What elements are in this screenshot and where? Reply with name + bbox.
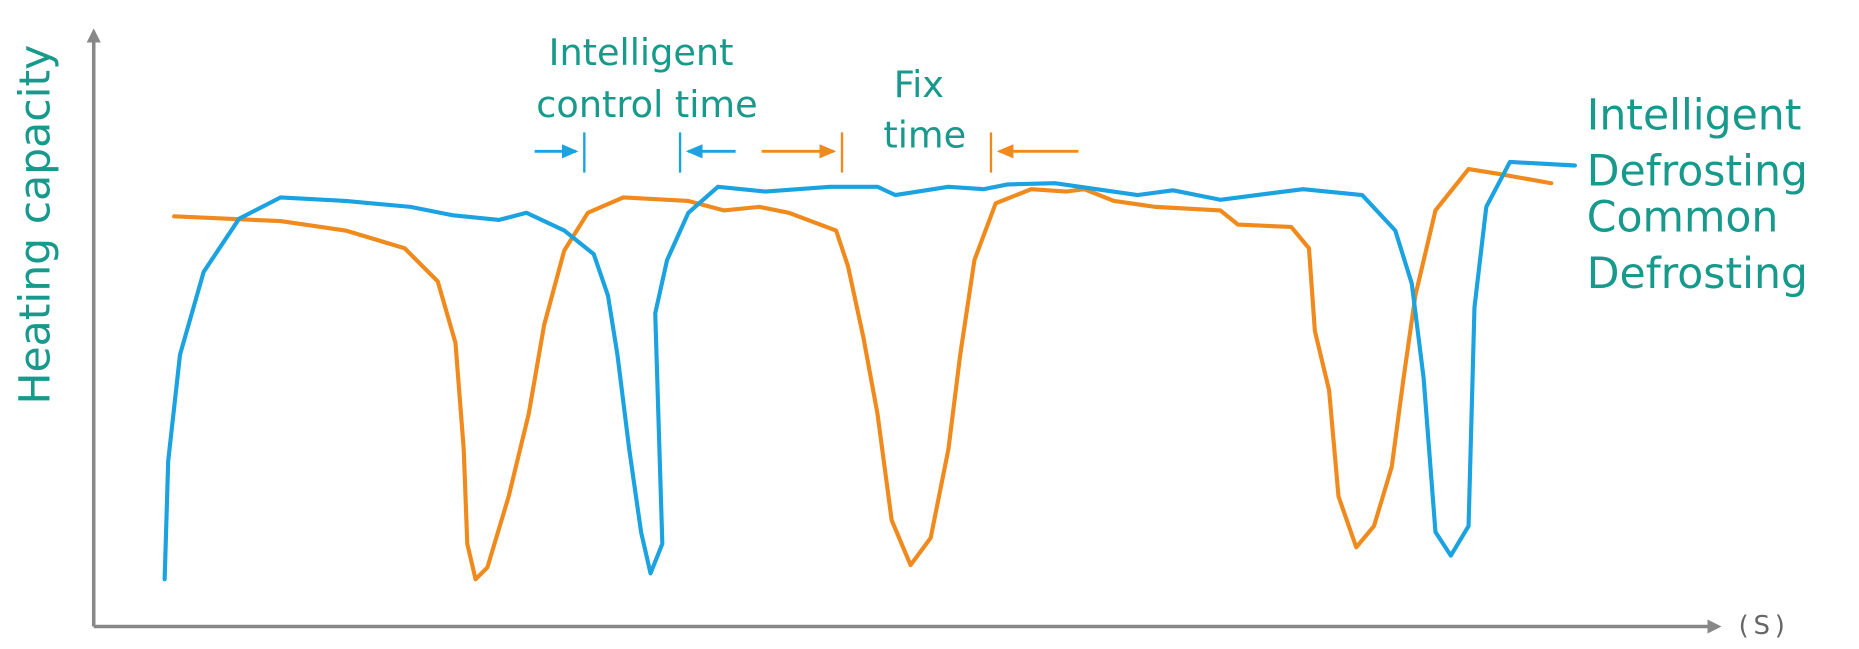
legend-label: Defrosting bbox=[1587, 147, 1808, 196]
legend-label: Defrosting bbox=[1587, 250, 1808, 299]
annotation: control time bbox=[536, 83, 757, 126]
legend-label: Common bbox=[1587, 193, 1779, 242]
common-defrosting-curve bbox=[172, 166, 1554, 582]
legend-label: Intelligent bbox=[1587, 92, 1802, 141]
annotation: time bbox=[883, 114, 966, 157]
annotation: Intelligent bbox=[549, 31, 734, 74]
x-axis-label: (S) bbox=[1739, 611, 1790, 641]
intelligent-defrosting-curve bbox=[162, 159, 1578, 582]
annotation: Fix bbox=[894, 63, 944, 106]
y-axis-label: Heating capacity bbox=[12, 45, 61, 405]
